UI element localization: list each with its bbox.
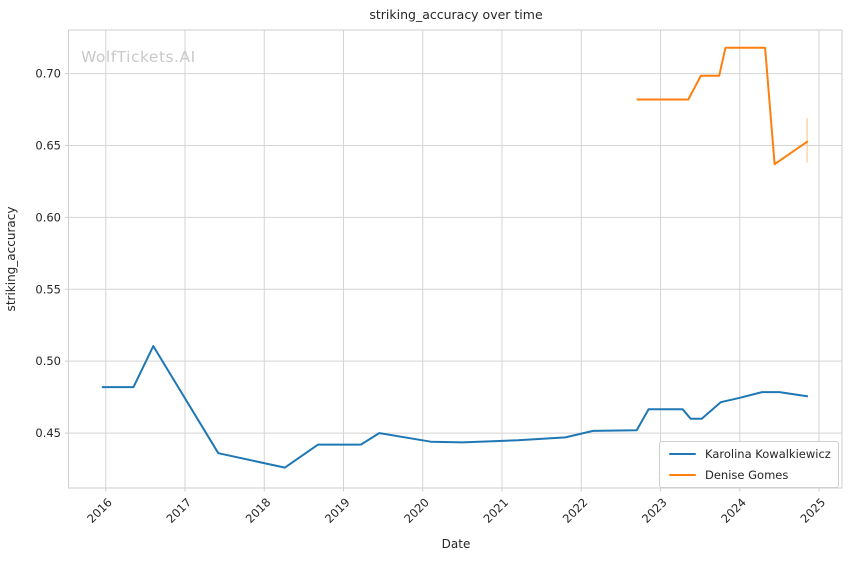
x-tick-label: 2024 bbox=[718, 495, 749, 526]
y-tick-label: 0.65 bbox=[35, 138, 61, 152]
y-tick-label: 0.45 bbox=[35, 426, 61, 440]
legend-label: Denise Gomes bbox=[705, 468, 789, 482]
y-tick-label: 0.60 bbox=[35, 210, 61, 224]
y-tick-label: 0.70 bbox=[35, 67, 61, 81]
legend: Karolina Kowalkiewicz Denise Gomes bbox=[659, 441, 839, 488]
x-tick-label: 2022 bbox=[560, 495, 591, 526]
watermark: WolfTickets.AI bbox=[81, 48, 196, 66]
x-tick-label: 2016 bbox=[84, 495, 115, 526]
x-tick-label: 2018 bbox=[243, 495, 274, 526]
series-line bbox=[636, 46, 809, 166]
x-axis-label: Date bbox=[441, 537, 471, 551]
legend-item-denise: Denise Gomes bbox=[669, 468, 830, 482]
legend-item-karolina: Karolina Kowalkiewicz bbox=[669, 447, 831, 461]
y-tick-label: 0.55 bbox=[35, 282, 61, 296]
series-line bbox=[101, 345, 809, 469]
x-tick-label: 2023 bbox=[639, 495, 670, 526]
x-tick-label: 2020 bbox=[401, 495, 432, 526]
legend-line-sample-orange bbox=[669, 473, 696, 477]
legend-line-sample-blue bbox=[669, 452, 696, 456]
y-axis-label: striking_accuracy bbox=[4, 206, 18, 312]
chart-title: striking_accuracy over time bbox=[369, 7, 543, 22]
legend-label: Karolina Kowalkiewicz bbox=[705, 447, 831, 461]
axes-frame bbox=[68, 29, 843, 489]
x-tick-label: 2019 bbox=[322, 495, 353, 526]
x-tick-label: 2017 bbox=[164, 495, 195, 526]
x-tick-label: 2025 bbox=[798, 495, 829, 526]
x-tick-label: 2021 bbox=[481, 495, 512, 526]
y-tick-label: 0.50 bbox=[35, 354, 61, 368]
